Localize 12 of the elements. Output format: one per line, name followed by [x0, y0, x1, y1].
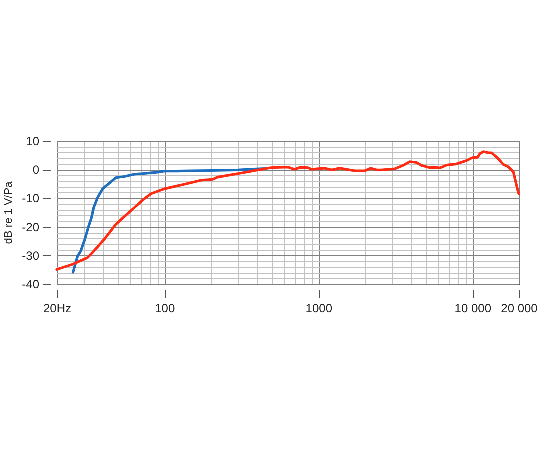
y-tick-label: -20 [22, 220, 40, 234]
x-tick-label: 20 000 [501, 302, 538, 316]
x-tick-label: 1000 [306, 302, 333, 316]
y-tick-label: -10 [22, 192, 40, 206]
y-tick-label: 10 [26, 134, 40, 148]
y-axis-title: dB re 1 V/Pa [3, 180, 16, 244]
y-tick-label: -40 [22, 278, 40, 292]
x-tick-label: 20Hz [43, 302, 72, 316]
x-tick-label: 100 [155, 302, 176, 316]
y-tick-label: 0 [32, 163, 40, 178]
y-tick-label: -30 [22, 248, 40, 263]
x-tick-label: 10 000 [454, 302, 492, 316]
